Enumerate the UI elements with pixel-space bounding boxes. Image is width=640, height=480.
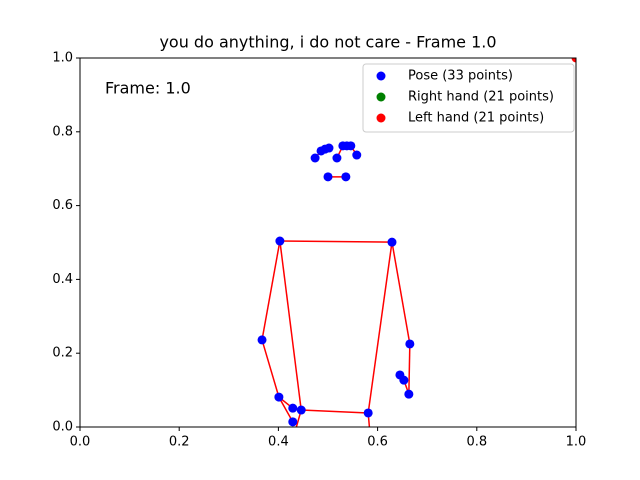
point [257,335,267,345]
connection [295,409,302,427]
connection [261,240,281,341]
legend-label: Left hand (21 points) [408,111,544,126]
point [387,237,397,247]
y-tick-label: 0.8 [52,124,73,139]
connection [301,409,369,414]
x-tick-label: 1.0 [566,435,587,450]
legend: Pose (33 points) Right hand (21 points) Le… [362,63,575,133]
point [352,150,362,160]
legend-marker [376,71,386,81]
y-tick-label: 0.0 [52,420,73,435]
connection [408,343,411,395]
legend-label: Right hand (21 points) [408,90,554,105]
point [341,172,351,182]
point [310,153,320,163]
legend-label: Pose (33 points) [408,69,513,84]
chart-title: you do anything, i do not care - Frame 1… [159,33,496,52]
point [275,236,285,246]
point [324,143,334,153]
point [288,417,298,427]
plot-area [257,58,576,427]
connection [367,242,393,414]
legend-marker [376,113,386,123]
legend-box [362,63,575,133]
x-tick-label: 0.8 [466,435,487,450]
y-tick-label: 0.6 [52,198,73,213]
annotation: Frame: 1.0 [105,79,191,98]
point [405,339,415,349]
point [332,153,342,163]
x-tick-label: 0.6 [367,435,388,450]
y-tick-label: 0.4 [52,272,73,287]
point [399,375,409,385]
point [323,172,333,182]
y-tick-label: 0.2 [52,346,73,361]
y-tick-label: 1.0 [52,51,73,66]
connection [279,240,392,243]
point [363,408,373,418]
x-tick-label: 0.4 [268,435,289,450]
axes-frame [79,57,577,428]
point [346,141,356,151]
connection [391,242,411,345]
point [274,392,284,402]
x-tick-label: 0.0 [70,435,91,450]
x-tick-label: 0.2 [169,435,190,450]
point [404,389,414,399]
point [288,403,298,413]
connection [278,396,294,423]
point [571,58,576,63]
connection [367,412,371,427]
legend-marker [376,92,386,102]
connection [279,240,302,411]
point [296,405,306,415]
connection [261,339,280,398]
